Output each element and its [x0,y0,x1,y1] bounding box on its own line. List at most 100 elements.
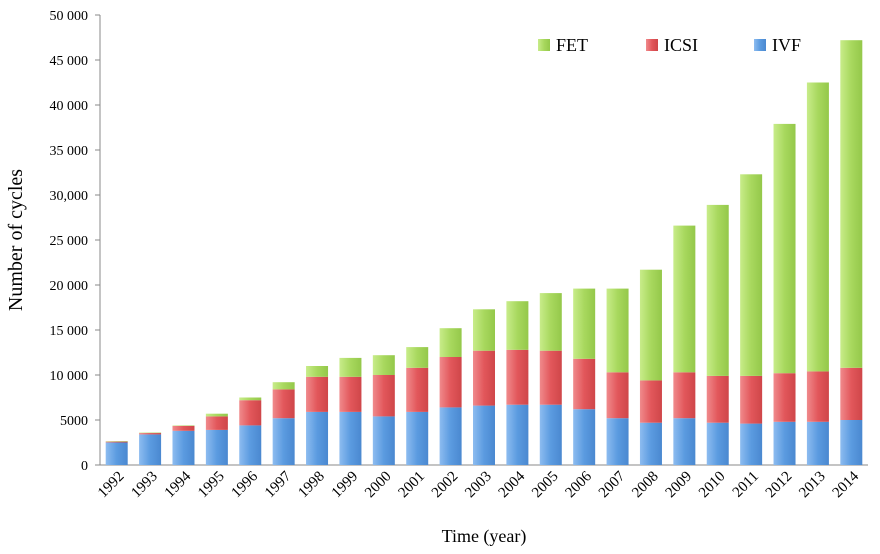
y-tick-label: 10 000 [50,369,89,384]
x-tick-label: 2007 [596,468,629,501]
x-tick-label: 1994 [162,468,195,501]
y-tick-label: 40 000 [50,99,89,114]
x-tick-label: 2009 [663,469,696,502]
bar-segment [272,389,295,419]
bar-segment [806,421,829,465]
x-tick-label: 2010 [696,469,729,502]
y-tick-label: 15 000 [50,324,89,339]
bar-segment [105,441,128,443]
x-tick-label: 2004 [496,468,529,501]
bar-segment [272,418,295,465]
bar-segment [239,397,262,401]
bar-segment [473,350,495,406]
bar-segment [539,293,562,351]
legend-swatch [646,39,658,51]
bar-segment [306,376,329,412]
x-tick-label: 2012 [763,469,796,502]
bar-segment [139,433,162,435]
bar-segment [339,357,362,377]
y-tick-label: 50 000 [50,9,89,24]
bar-segment [306,411,329,465]
y-tick-label: 0 [81,459,88,474]
bar-segment [306,366,329,377]
bar-segment [439,357,462,408]
y-tick-label: 5000 [60,414,88,429]
x-tick-label: 1992 [95,469,128,502]
bar-segment [473,405,495,465]
bar-segment [439,407,462,465]
legend-swatch [538,39,550,51]
bar-segment [840,420,863,465]
bar-segment [840,367,863,420]
bar-segment [539,404,562,465]
x-axis-label: Time (year) [442,526,527,547]
bar-segment [773,421,796,465]
x-tick-label: 2006 [562,468,595,501]
bar-segment [205,413,228,417]
bar-segment [573,409,596,465]
bar-segment [172,430,195,465]
bar-segment [740,375,763,424]
bar-segment [339,376,362,412]
bar-segment [506,349,529,405]
bar-segment [740,174,763,376]
y-tick-label: 45 000 [50,54,89,69]
bar-segment [205,416,228,430]
legend-label: FET [556,35,588,55]
bar-segment [706,204,729,376]
bar-segment [606,288,629,373]
bar-segment [372,416,395,465]
bar-segment [673,225,696,373]
bar-segment [773,373,796,422]
bar-segment [239,400,262,426]
bar-segment [639,269,662,381]
bar-segment [606,372,629,419]
legend-label: IVF [772,35,801,55]
bar-segment [606,418,629,465]
x-tick-label: 2011 [730,469,762,501]
x-tick-label: 2001 [396,469,429,502]
x-tick-label: 1998 [295,469,328,502]
bar-segment [673,372,696,419]
bar-segment [639,380,662,423]
x-tick-label: 2013 [796,469,829,502]
bar-segment [706,375,729,423]
x-tick-label: 2005 [529,469,562,502]
x-tick-label: 2000 [362,469,395,502]
bar-segment [239,425,262,465]
x-tick-label: 2002 [429,469,462,502]
bar-segment [272,382,295,390]
bar-segment [506,404,529,465]
y-axis-label: Number of cycles [5,169,27,311]
bar-segment [740,423,763,465]
bar-segment [406,411,429,465]
y-tick-label: 35 000 [50,144,89,159]
x-tick-label: 1993 [128,469,161,502]
bar-segment [406,367,429,412]
x-tick-label: 1997 [262,468,295,501]
bar-segment [573,358,596,410]
bar-segment [706,422,729,465]
bar-segment [840,40,863,368]
legend-swatch [754,39,766,51]
bar-segment [673,418,696,465]
bar-segment [372,355,395,375]
y-tick-label: 20 000 [50,279,89,294]
y-tick-label: 30,000 [50,189,89,204]
bar-segment [172,425,195,431]
bar-segment [473,309,495,351]
bar-segment [539,350,562,405]
bar-segment [773,123,796,374]
x-tick-label: 2008 [629,469,662,502]
x-tick-label: 1996 [229,468,262,501]
bar-segment [439,328,462,357]
bar-segment [372,375,395,417]
bar-segment [573,288,596,359]
bar-segment [639,422,662,465]
x-tick-label: 1995 [195,469,228,502]
bar-segment [105,442,128,465]
y-tick-label: 25 000 [50,234,89,249]
bar-segment [205,429,228,465]
x-tick-label: 2014 [830,468,863,501]
